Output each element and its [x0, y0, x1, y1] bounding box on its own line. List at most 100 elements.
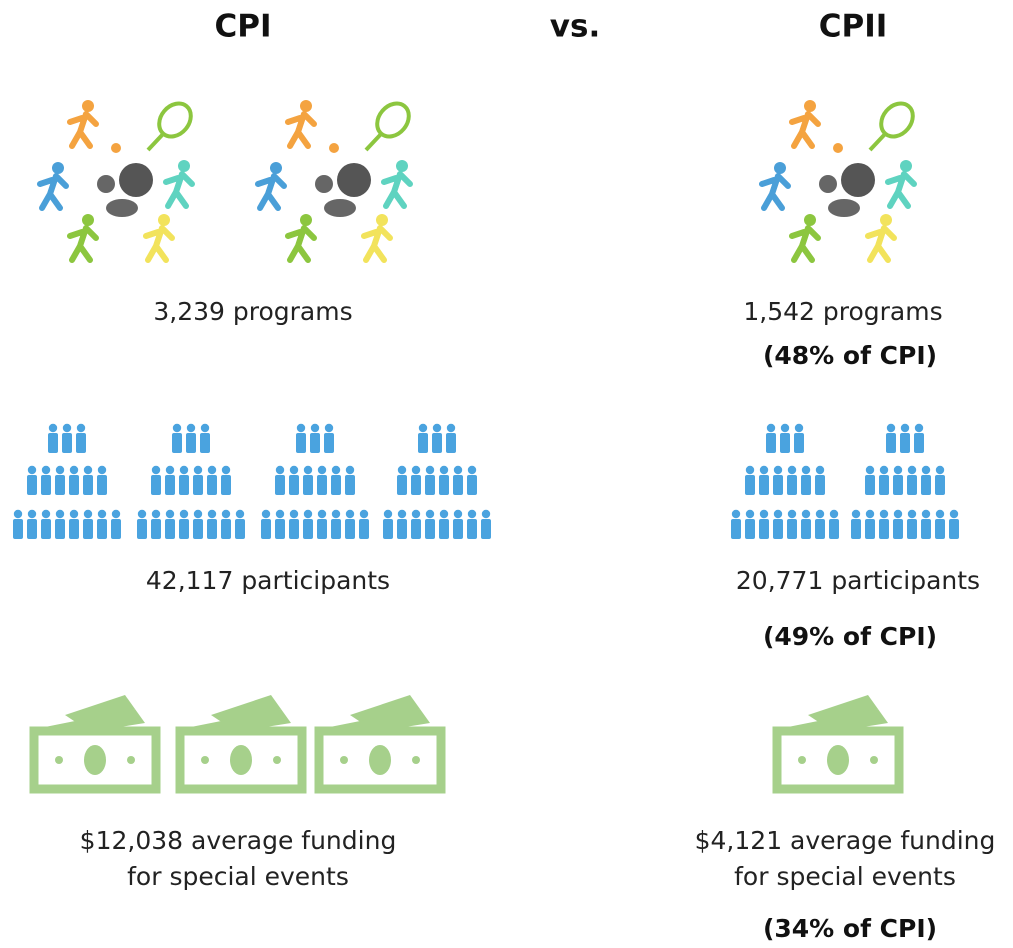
person-body — [865, 519, 875, 539]
person-head — [411, 509, 421, 519]
person-body — [921, 475, 931, 495]
person-head — [261, 509, 271, 519]
person-body — [815, 475, 825, 495]
body — [67, 111, 99, 149]
person-body — [425, 475, 435, 495]
body — [143, 225, 175, 263]
bill-dot — [273, 756, 281, 764]
body — [759, 173, 791, 211]
body — [789, 111, 821, 149]
person-head — [235, 509, 245, 519]
person-head — [331, 509, 341, 519]
person-head — [425, 465, 435, 475]
person-head — [418, 423, 428, 433]
person-body — [165, 519, 175, 539]
ball — [828, 199, 860, 217]
person-head — [879, 509, 889, 519]
people-pyramid — [137, 423, 245, 539]
people-pyramid — [383, 423, 491, 539]
body — [885, 171, 917, 209]
ball — [315, 175, 333, 193]
person-body — [907, 519, 917, 539]
person-head — [879, 465, 889, 475]
person-head — [467, 465, 477, 475]
ball — [111, 143, 121, 153]
person-body — [172, 433, 182, 453]
person-body — [151, 519, 161, 539]
bill-dot — [798, 756, 806, 764]
person-body — [745, 519, 755, 539]
header-right: CPII — [819, 9, 888, 45]
racket-handle — [146, 131, 166, 152]
person-body — [439, 475, 449, 495]
person-body — [418, 433, 428, 453]
person-body — [83, 519, 93, 539]
head — [774, 162, 786, 174]
person-head — [801, 509, 811, 519]
person-body — [289, 519, 299, 539]
person-body — [235, 519, 245, 539]
bill-back — [211, 695, 281, 725]
person-body — [780, 433, 790, 453]
person-head — [27, 509, 37, 519]
person-head — [815, 509, 825, 519]
people-pyramid — [731, 423, 839, 539]
ball — [119, 163, 153, 197]
person-head — [62, 423, 72, 433]
person-body — [48, 433, 58, 453]
bill-dot — [412, 756, 420, 764]
header-middle: vs. — [550, 9, 600, 45]
body — [865, 225, 897, 263]
figure — [789, 214, 821, 263]
body — [255, 173, 287, 211]
person-body — [359, 519, 369, 539]
person-head — [186, 423, 196, 433]
figure — [67, 100, 99, 149]
person-body — [97, 519, 107, 539]
person-body — [151, 475, 161, 495]
person-body — [865, 475, 875, 495]
body — [361, 225, 393, 263]
header-left: CPI — [214, 9, 271, 45]
person-body — [787, 519, 797, 539]
person-head — [193, 465, 203, 475]
person-head — [745, 509, 755, 519]
person-head — [76, 423, 86, 433]
body — [789, 225, 821, 263]
person-body — [303, 475, 313, 495]
person-head — [411, 465, 421, 475]
person-body — [261, 519, 271, 539]
person-body — [766, 433, 776, 453]
body — [381, 171, 413, 209]
person-body — [439, 519, 449, 539]
body — [163, 171, 195, 209]
person-head — [83, 465, 93, 475]
stat-text: 3,239 programs — [153, 297, 352, 326]
person-body — [773, 519, 783, 539]
person-body — [331, 475, 341, 495]
person-body — [432, 433, 442, 453]
person-body — [76, 433, 86, 453]
person-head — [179, 509, 189, 519]
person-body — [303, 519, 313, 539]
person-body — [481, 519, 491, 539]
icons — [13, 100, 959, 794]
person-body — [879, 519, 889, 539]
head — [376, 214, 388, 226]
person-head — [41, 465, 51, 475]
person-head — [289, 465, 299, 475]
person-head — [935, 509, 945, 519]
bill-center — [230, 745, 252, 775]
head — [178, 160, 190, 172]
person-body — [851, 519, 861, 539]
person-body — [165, 475, 175, 495]
person-body — [221, 519, 231, 539]
person-head — [865, 509, 875, 519]
stat-text: $12,038 average funding — [80, 826, 397, 855]
person-head — [886, 423, 896, 433]
person-body — [453, 475, 463, 495]
person-body — [794, 433, 804, 453]
person-head — [207, 465, 217, 475]
person-head — [48, 423, 58, 433]
person-head — [425, 509, 435, 519]
